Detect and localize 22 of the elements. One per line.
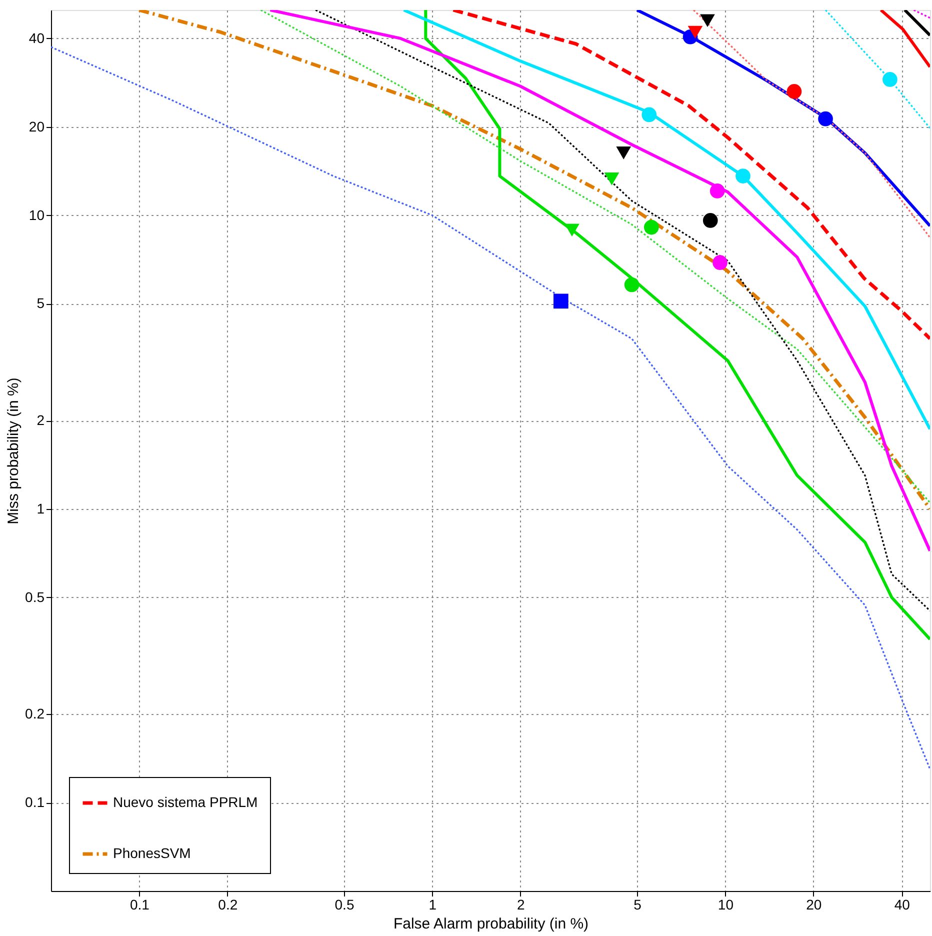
y-tick-label: 40: [28, 30, 45, 46]
x-axis-title: False Alarm probability (in %): [393, 916, 589, 932]
y-tick-label: 2: [36, 412, 45, 428]
x-tick-label: 0.2: [218, 896, 238, 912]
x-tick-label: 5: [634, 896, 642, 912]
y-tick-label: 10: [28, 206, 45, 223]
x-tick-label: 20: [806, 896, 822, 912]
x-tick-label: 10: [718, 896, 734, 912]
y-tick-label: 0.2: [25, 706, 45, 722]
y-tick-label: 20: [28, 118, 45, 134]
x-tick-label: 0.1: [130, 896, 150, 912]
y-tick-label: 0.5: [25, 588, 45, 605]
y-tick-label: 0.1: [25, 794, 45, 810]
x-tick-label: 2: [517, 896, 526, 912]
x-tick-label: 1: [428, 896, 437, 912]
legend-label: PhonesSVM: [113, 845, 191, 861]
x-tick-label: 40: [894, 896, 910, 912]
x-tick-label: 0.5: [334, 896, 354, 912]
legend-label: Nuevo sistema PPRLM: [113, 794, 258, 810]
y-tick-label: 1: [36, 500, 45, 516]
y-axis-title: Miss probability (in %): [5, 378, 22, 524]
y-tick-label: 5: [36, 295, 45, 312]
